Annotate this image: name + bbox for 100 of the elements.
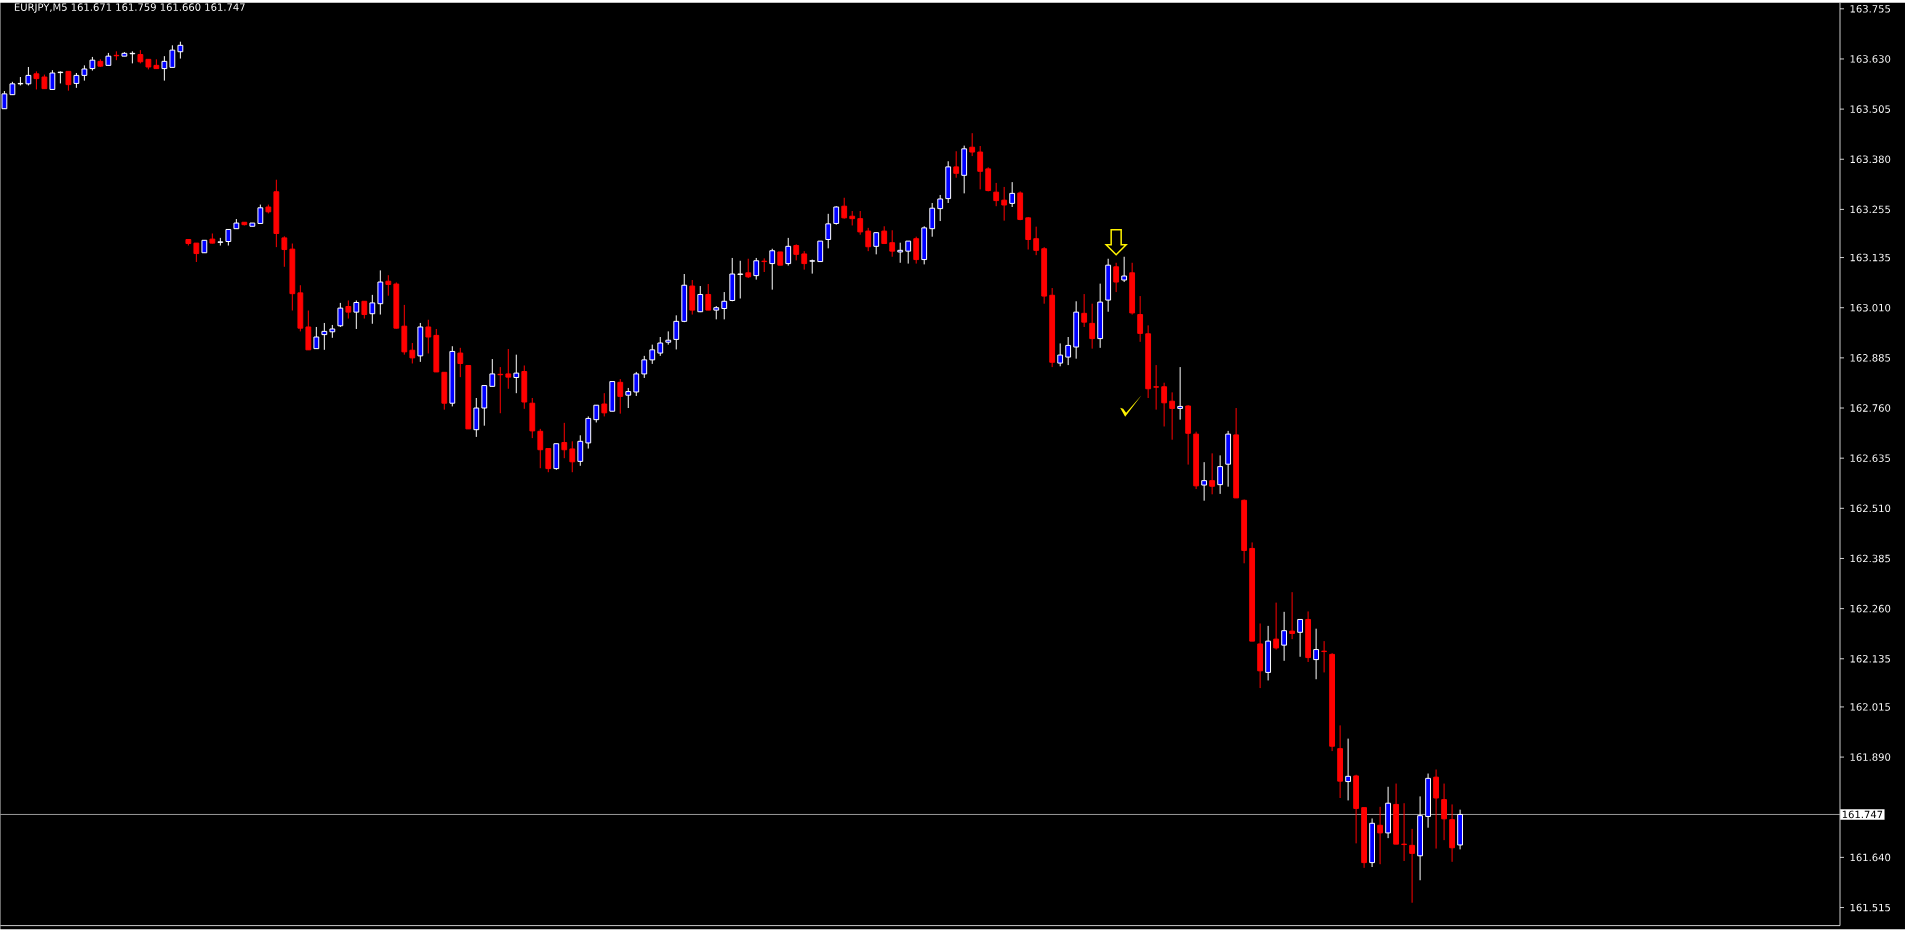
candlestick — [425, 319, 432, 355]
candlestick — [561, 422, 568, 459]
candlestick — [537, 428, 544, 469]
candlestick — [49, 69, 56, 91]
y-tick-label: 162.760 — [1850, 404, 1891, 412]
y-tick-label: 163.255 — [1850, 205, 1890, 214]
candlestick — [1081, 293, 1088, 328]
candlestick — [473, 397, 480, 438]
candlestick — [1281, 611, 1288, 662]
candlestick — [377, 270, 384, 316]
candlestick — [1217, 455, 1224, 495]
candlestick — [985, 166, 992, 193]
candlestick — [1033, 226, 1040, 256]
candlestick — [457, 347, 464, 378]
candlestick — [1121, 256, 1128, 283]
y-tick-label: 163.380 — [1850, 155, 1891, 164]
candlestick — [721, 291, 728, 321]
candlestick — [801, 250, 808, 271]
candlestick — [1057, 343, 1064, 367]
y-tick-label: 163.505 — [1850, 105, 1890, 114]
y-tick-label: 163.135 — [1850, 253, 1890, 262]
candlestick — [833, 205, 840, 226]
y-tick-label: 162.015 — [1850, 703, 1890, 711]
candlestick — [897, 242, 904, 264]
candlestick — [969, 132, 976, 157]
candlestick — [385, 274, 392, 297]
y-tick-label: 161.640 — [1850, 853, 1891, 862]
candlestick — [505, 348, 512, 390]
candlestick — [649, 344, 656, 365]
candlestick — [673, 315, 680, 351]
y-tick-label: 161.515 — [1850, 903, 1890, 912]
candlestick — [281, 236, 288, 268]
candlestick — [313, 326, 320, 350]
candlestick — [1313, 628, 1320, 680]
candlestick — [785, 237, 792, 267]
y-tick-label: 162.135 — [1850, 655, 1890, 663]
candlestick — [905, 240, 912, 265]
candlestick — [841, 197, 848, 220]
candlestick — [913, 236, 920, 265]
candlestick — [193, 242, 200, 263]
candlestick — [857, 210, 864, 236]
candlestick — [1001, 186, 1008, 222]
candlestick — [889, 229, 896, 258]
candlestick — [1377, 806, 1383, 865]
candlestick — [513, 354, 520, 394]
candlestick — [1113, 262, 1120, 293]
candlestick — [1025, 216, 1032, 251]
candlestick — [873, 231, 880, 256]
candlestick — [353, 300, 360, 330]
candlestick — [169, 45, 176, 69]
ref-line-label: 161.747 — [1842, 810, 1883, 819]
chart-title: EURJPY,M5 161.671 161.759 161.660 161.747 — [14, 3, 245, 13]
candlestick — [1177, 366, 1184, 421]
candlestick — [953, 150, 960, 179]
y-tick-label: 162.260 — [1850, 605, 1891, 613]
candlestick — [865, 227, 872, 252]
candlestick — [257, 204, 264, 225]
candlestick — [817, 240, 824, 263]
candlestick — [745, 258, 752, 279]
candlestick — [705, 283, 712, 311]
candlestick — [481, 385, 488, 427]
y-tick-label: 163.755 — [1850, 5, 1890, 13]
candlestick — [409, 342, 416, 365]
candlestick — [1201, 461, 1208, 502]
candlestick — [569, 441, 576, 473]
candlestick — [337, 302, 344, 328]
y-tick-label: 163.630 — [1850, 55, 1891, 63]
candlestick — [753, 257, 760, 281]
candlestick — [737, 260, 744, 300]
candlestick — [1273, 602, 1280, 651]
candlestick — [369, 294, 376, 325]
y-tick-label: 162.635 — [1850, 454, 1890, 463]
candlestick — [1009, 181, 1016, 208]
candlestick — [321, 322, 328, 351]
y-tick-label: 163.010 — [1850, 304, 1891, 312]
candlestick — [1401, 802, 1407, 862]
candlestick — [577, 435, 584, 467]
candlestick — [1433, 769, 1439, 850]
candlestick — [1161, 382, 1168, 428]
candlestick — [33, 71, 40, 91]
candlestick — [1289, 591, 1296, 640]
candlestick — [641, 355, 648, 379]
candlestick — [1137, 295, 1144, 343]
candlestick — [161, 55, 168, 82]
candlestick — [1209, 453, 1216, 495]
y-tick-label: 162.510 — [1850, 504, 1891, 513]
candlestick — [929, 202, 936, 238]
candlestick — [489, 358, 496, 388]
candlestick — [1089, 303, 1096, 350]
candlestick — [305, 310, 312, 351]
candlestick — [825, 213, 832, 250]
candlestick — [25, 66, 32, 87]
candlestick — [601, 392, 608, 418]
candlestick — [633, 371, 640, 397]
candlestick — [345, 300, 352, 320]
candlestick — [1169, 392, 1176, 441]
candlestick — [1441, 783, 1447, 841]
candlestick — [977, 145, 984, 191]
candlestick — [625, 387, 632, 409]
y-tick-label: 162.885 — [1850, 354, 1890, 362]
